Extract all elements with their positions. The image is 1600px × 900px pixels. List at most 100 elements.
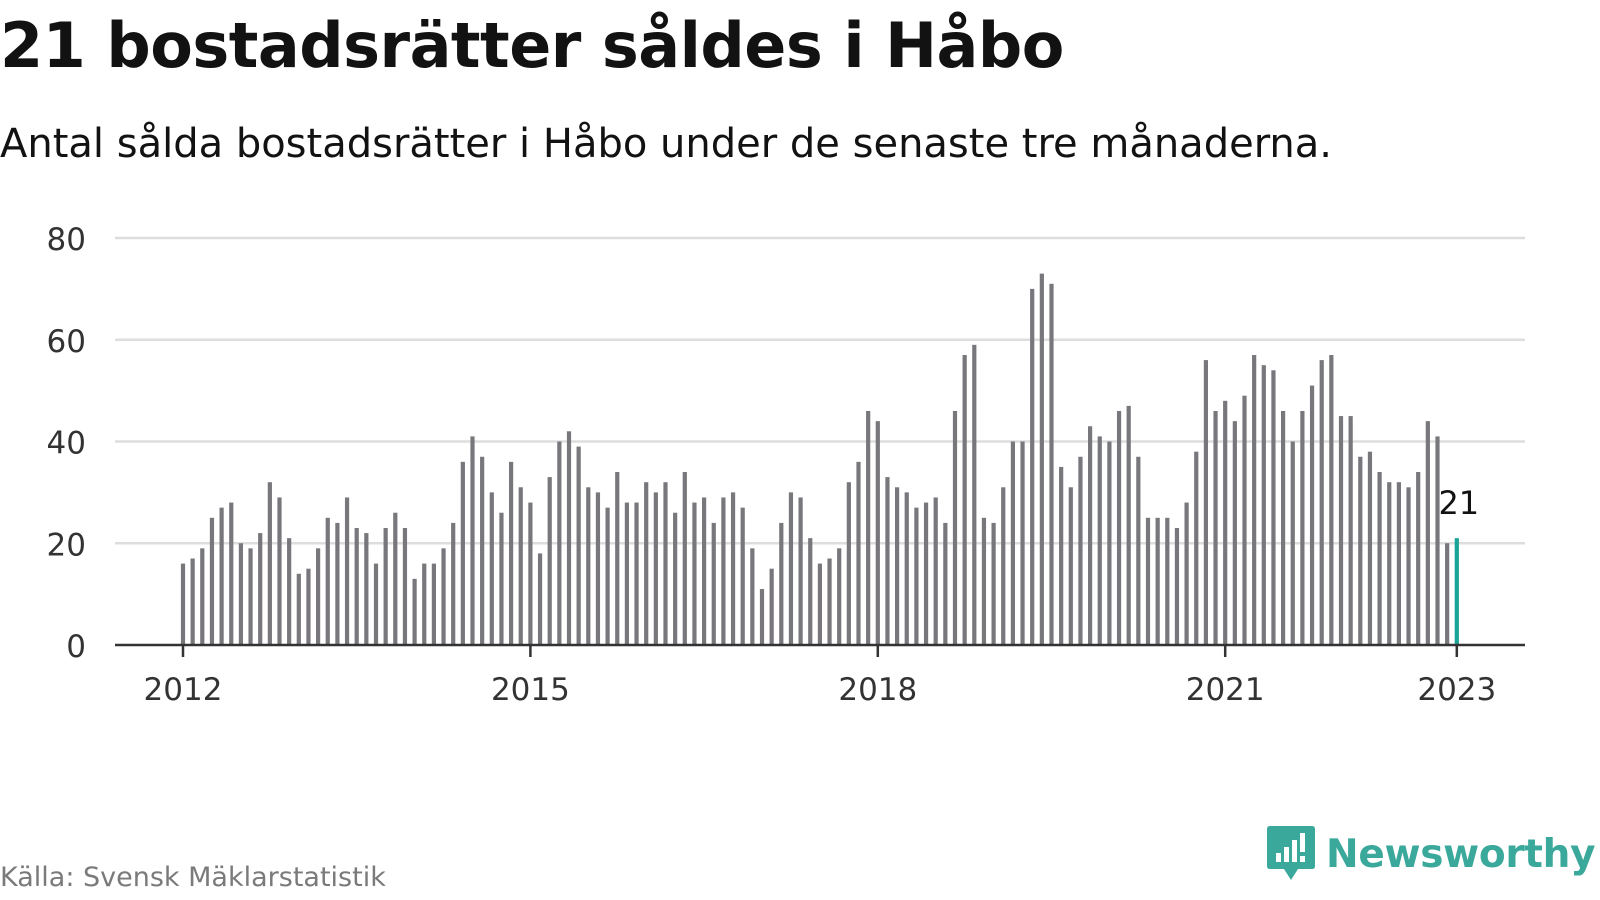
bar (653, 492, 658, 646)
bar (1300, 410, 1305, 645)
brand-name: Newsworthy (1326, 831, 1596, 877)
bar (451, 522, 456, 645)
bar (914, 507, 919, 645)
bar (798, 497, 803, 645)
bar (528, 502, 533, 645)
bar (875, 421, 880, 645)
bar (817, 563, 822, 645)
bar (866, 410, 871, 645)
bar (1126, 405, 1131, 645)
bar (972, 344, 977, 645)
bar (441, 548, 446, 645)
bar (190, 558, 195, 645)
bar (354, 527, 359, 645)
source-note: Källa: Svensk Mäklarstatistik (0, 862, 386, 893)
bar (1425, 421, 1430, 645)
bar (673, 512, 678, 645)
bar (692, 502, 697, 645)
bar (856, 461, 861, 645)
bar (344, 497, 350, 645)
bar (422, 563, 427, 645)
bar (721, 497, 726, 645)
bar (402, 527, 408, 645)
bar (480, 456, 485, 645)
bar (1088, 426, 1093, 645)
bar (1367, 451, 1373, 645)
bar (364, 533, 369, 645)
bar (229, 502, 234, 645)
bar (1377, 472, 1382, 645)
bar (779, 522, 784, 645)
bar (489, 492, 494, 646)
bar (615, 472, 620, 645)
bar (1290, 441, 1295, 645)
bar (1213, 410, 1218, 645)
bar (1155, 517, 1160, 645)
bar (1068, 487, 1073, 645)
bar (470, 436, 475, 645)
bar (1261, 365, 1266, 645)
bar (267, 482, 272, 645)
y-tick-label: 20 (47, 527, 86, 563)
bar (277, 497, 282, 645)
bar (1271, 370, 1276, 645)
bar (1387, 482, 1392, 645)
bar (1319, 360, 1324, 645)
bar (991, 522, 996, 645)
bar (730, 492, 736, 646)
newsworthy-logo[interactable]: Newsworthy (1266, 824, 1596, 884)
y-tick-label: 40 (47, 426, 86, 462)
bar (644, 482, 649, 645)
bar (393, 512, 398, 645)
x-axis-tick-labels: 2012 2015 2018 2021 2023 (144, 645, 1496, 708)
bar (943, 522, 948, 645)
bar (248, 548, 253, 645)
bars (180, 273, 1459, 646)
bar (904, 492, 909, 646)
chart-title: 21 bostadsrätter såldes i Håbo (0, 9, 1064, 82)
bar (663, 482, 668, 645)
bar (518, 487, 523, 645)
bar (1174, 527, 1180, 645)
bar (412, 578, 417, 645)
bar (711, 522, 716, 645)
bar (808, 538, 813, 645)
bar (1097, 436, 1102, 645)
bar (180, 563, 186, 645)
bar (634, 502, 639, 645)
bar (557, 441, 562, 645)
x-tick-label: 2015 (491, 672, 570, 708)
bar (306, 568, 311, 645)
bar (586, 487, 591, 645)
bar (335, 522, 340, 645)
bar (200, 548, 205, 645)
y-tick-label: 0 (66, 629, 86, 665)
bar (837, 548, 842, 645)
bar (383, 527, 388, 645)
y-tick-label: 80 (47, 222, 86, 258)
bar (325, 517, 330, 645)
bar (1136, 456, 1141, 645)
bar (595, 492, 601, 646)
bar (431, 563, 436, 645)
chart-subtitle: Antal sålda bostadsrätter i Håbo under d… (0, 121, 1333, 167)
bar (605, 507, 610, 645)
bar (1242, 395, 1247, 645)
bar (1281, 410, 1286, 645)
bar (827, 558, 832, 645)
bar (1445, 543, 1450, 645)
bar (846, 482, 851, 645)
annotations: 21 (1438, 484, 1479, 522)
bar (962, 355, 967, 645)
bar (788, 492, 794, 646)
x-tick-label: 2023 (1417, 672, 1496, 708)
bar (1338, 416, 1344, 645)
bar (1406, 487, 1411, 645)
bar (1348, 416, 1353, 645)
bar (1396, 482, 1401, 645)
bar (1145, 517, 1151, 645)
bar (1416, 472, 1421, 645)
bar (885, 477, 890, 645)
bar (1194, 451, 1199, 645)
bar (1078, 456, 1083, 645)
